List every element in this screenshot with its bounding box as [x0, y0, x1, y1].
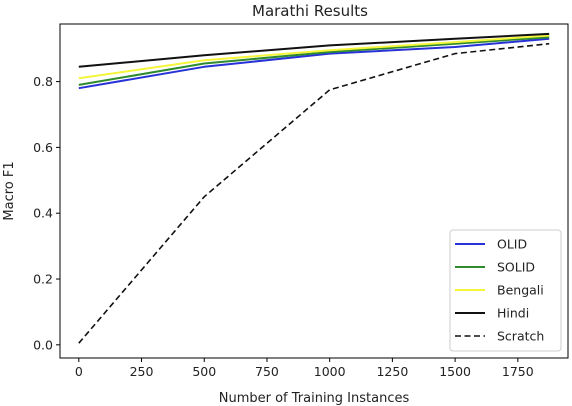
x-tick-label: 750	[255, 364, 279, 379]
legend-label-hindi: Hindi	[497, 306, 529, 321]
y-tick-label: 0.2	[33, 272, 53, 287]
legend-label-solid: SOLID	[497, 260, 535, 275]
x-tick-label: 1500	[439, 364, 471, 379]
x-tick-label: 1250	[376, 364, 408, 379]
legend-label-scratch: Scratch	[497, 329, 544, 344]
y-tick-label: 0.8	[33, 74, 53, 89]
legend-label-bengali: Bengali	[497, 283, 544, 298]
series-line-hindi	[79, 34, 549, 67]
legend: OLID SOLID Bengali Hindi Scratch	[450, 230, 561, 351]
x-tick-label: 0	[75, 364, 83, 379]
y-tick-label: 0.6	[33, 140, 53, 155]
y-tick-label: 0.0	[33, 337, 53, 352]
x-tick-label: 500	[192, 364, 216, 379]
x-tick-label: 1000	[314, 364, 346, 379]
y-tick-label: 0.4	[33, 206, 53, 221]
x-axis-label: Number of Training Instances	[219, 391, 410, 406]
x-tick-label: 1750	[502, 364, 534, 379]
chart-title: Marathi Results	[252, 2, 368, 20]
y-axis-label: Macro F1	[2, 161, 17, 220]
legend-label-olid: OLID	[497, 237, 527, 252]
x-tick-label: 250	[130, 364, 154, 379]
